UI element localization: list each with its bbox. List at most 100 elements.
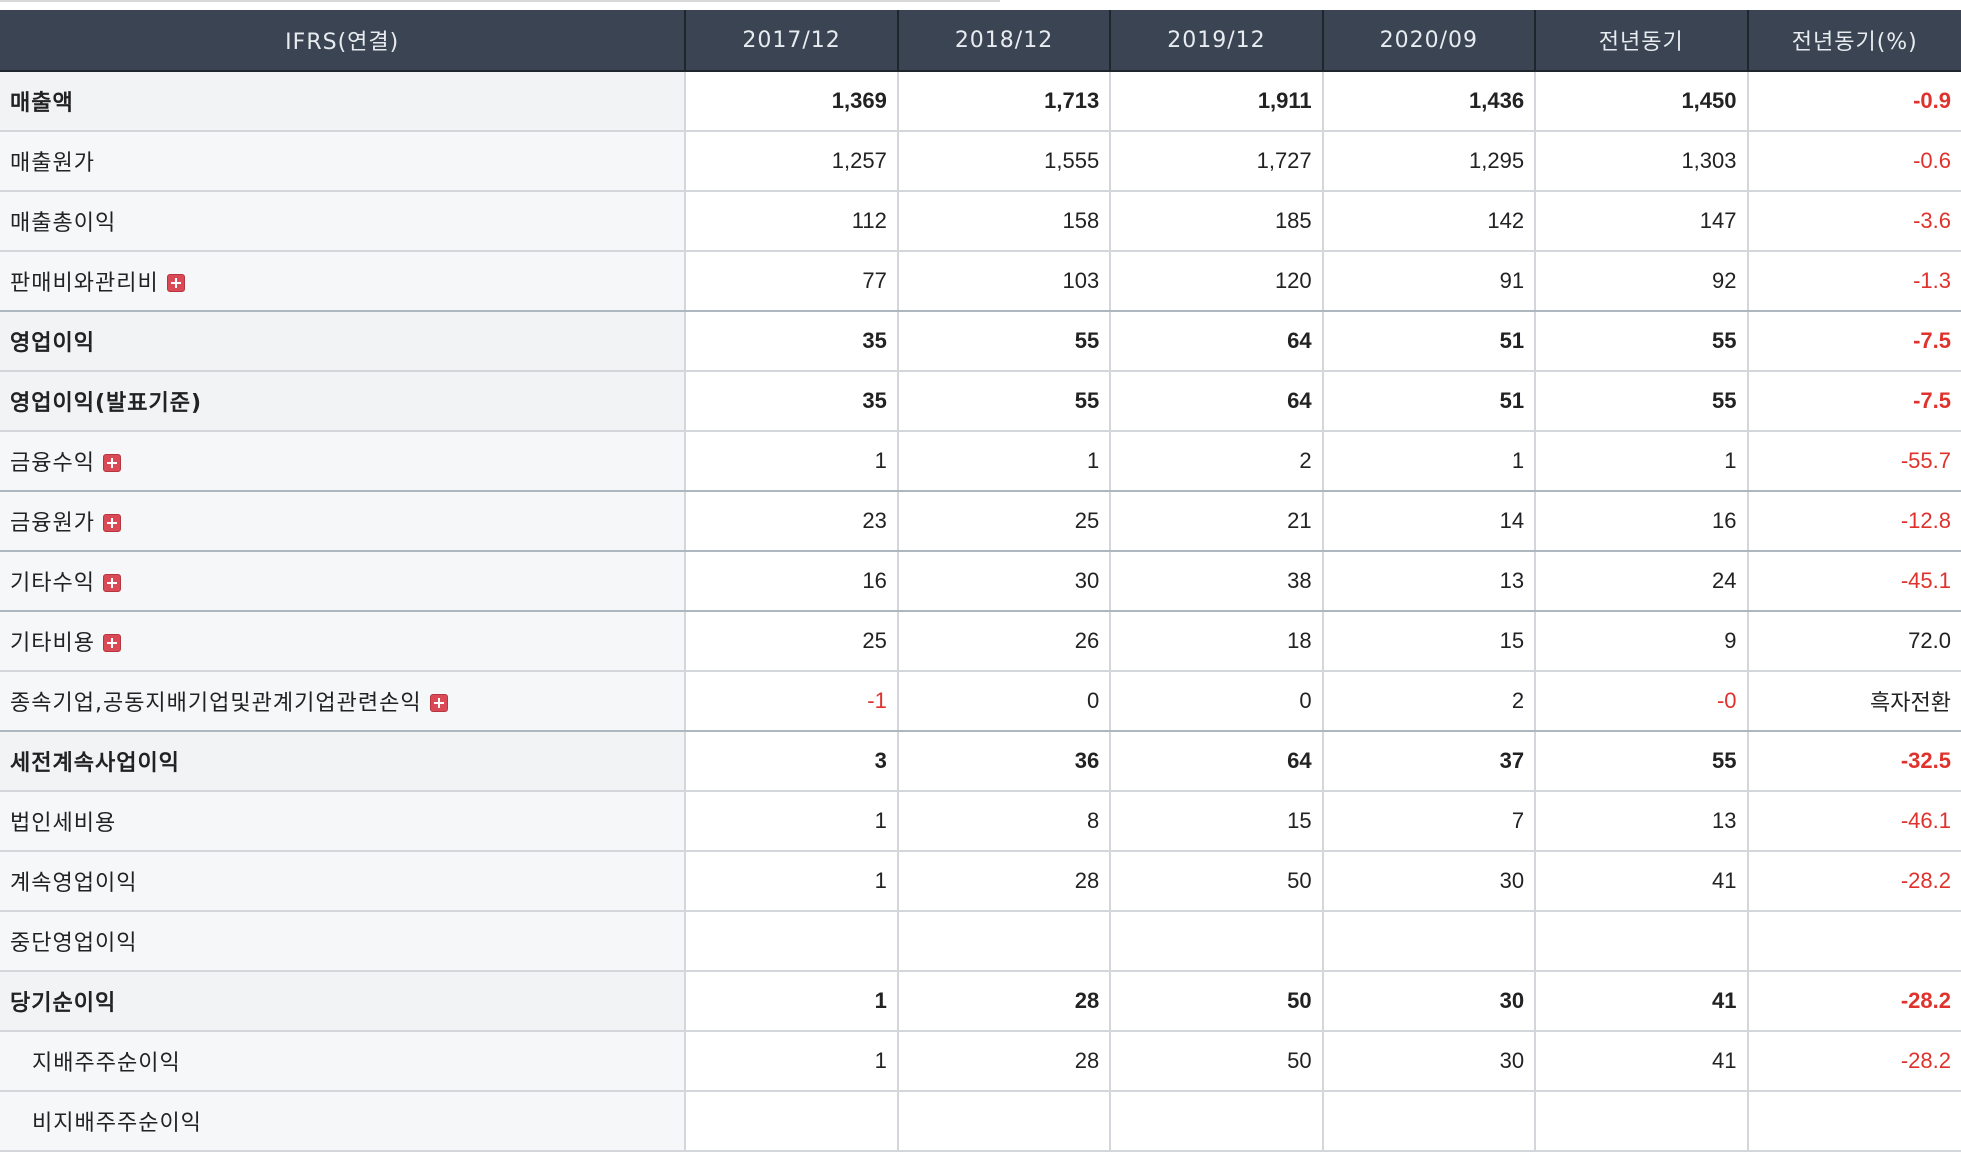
value-cell: 16: [1535, 491, 1747, 551]
header-yoy-percent: 전년동기(%): [1748, 10, 1961, 71]
value-cell: 142: [1323, 191, 1535, 251]
yoy-percent-cell: -28.2: [1748, 851, 1961, 911]
header-yoy: 전년동기: [1535, 10, 1747, 71]
row-label-cell: 계속영업이익: [0, 851, 685, 911]
value-cell: [1535, 911, 1747, 971]
value-cell: 1: [685, 851, 897, 911]
row-label-cell: 금융원가: [0, 491, 685, 551]
row-label-cell: 매출총이익: [0, 191, 685, 251]
value-cell: -1: [685, 671, 897, 731]
row-label-cell: 판매비와관리비: [0, 251, 685, 311]
value-cell: 1: [1535, 431, 1747, 491]
value-cell: [1323, 1091, 1535, 1151]
value-cell: 1,257: [685, 131, 897, 191]
expand-plus-icon[interactable]: [103, 574, 121, 592]
value-cell: 1: [685, 431, 897, 491]
header-row: IFRS(연결) 2017/12 2018/12 2019/12 2020/09…: [0, 10, 1961, 71]
row-label: 당기순이익: [10, 991, 116, 1016]
value-cell: 28: [898, 971, 1110, 1031]
value-cell: 24: [1535, 551, 1747, 611]
row-label-cell: 영업이익(발표기준): [0, 371, 685, 431]
value-cell: 25: [685, 611, 897, 671]
yoy-percent-cell: -28.2: [1748, 971, 1961, 1031]
yoy-percent-cell: [1748, 1091, 1961, 1151]
row-label-cell: 법인세비용: [0, 791, 685, 851]
value-cell: 36: [898, 731, 1110, 791]
value-cell: 103: [898, 251, 1110, 311]
value-cell: [1110, 911, 1322, 971]
value-cell: 1: [898, 431, 1110, 491]
value-cell: 1: [685, 791, 897, 851]
value-cell: 185: [1110, 191, 1322, 251]
value-cell: [685, 911, 897, 971]
row-label-cell: 매출원가: [0, 131, 685, 191]
expand-plus-icon[interactable]: [103, 634, 121, 652]
row-label-cell: 세전계속사업이익: [0, 731, 685, 791]
row-label: 지배주주순이익: [32, 1051, 181, 1076]
value-cell: [685, 1091, 897, 1151]
yoy-percent-cell: -3.6: [1748, 191, 1961, 251]
value-cell: 0: [898, 671, 1110, 731]
table-row: 비지배주주순이익: [0, 1091, 1961, 1151]
row-label: 매출원가: [10, 151, 95, 176]
value-cell: 158: [898, 191, 1110, 251]
value-cell: 55: [1535, 731, 1747, 791]
value-cell: [1110, 1091, 1322, 1151]
value-cell: 1,450: [1535, 71, 1747, 131]
value-cell: 50: [1110, 971, 1322, 1031]
header-period: 2019/12: [1110, 10, 1322, 71]
row-label: 매출액: [10, 91, 74, 116]
yoy-percent-cell: -7.5: [1748, 371, 1961, 431]
row-label-cell: 종속기업,공동지배기업및관계기업관련손익: [0, 671, 685, 731]
expand-plus-icon[interactable]: [103, 514, 121, 532]
row-label: 판매비와관리비: [10, 271, 159, 296]
yoy-percent-cell: -7.5: [1748, 311, 1961, 371]
value-cell: 1,911: [1110, 71, 1322, 131]
value-cell: 38: [1110, 551, 1322, 611]
top-divider: [0, 0, 1000, 2]
value-cell: 77: [685, 251, 897, 311]
expand-plus-icon[interactable]: [103, 454, 121, 472]
header-ifrs-label: IFRS(연결): [0, 10, 685, 71]
yoy-percent-cell: -0.6: [1748, 131, 1961, 191]
value-cell: 28: [898, 1031, 1110, 1091]
value-cell: 91: [1323, 251, 1535, 311]
value-cell: [898, 911, 1110, 971]
value-cell: 55: [898, 371, 1110, 431]
value-cell: 92: [1535, 251, 1747, 311]
row-label-cell: 매출액: [0, 71, 685, 131]
value-cell: 23: [685, 491, 897, 551]
value-cell: 50: [1110, 1031, 1322, 1091]
yoy-percent-cell: -45.1: [1748, 551, 1961, 611]
row-label: 법인세비용: [10, 811, 116, 836]
expand-plus-icon[interactable]: [167, 274, 185, 292]
value-cell: 35: [685, 311, 897, 371]
value-cell: 1,727: [1110, 131, 1322, 191]
expand-plus-icon[interactable]: [430, 694, 448, 712]
value-cell: 1,436: [1323, 71, 1535, 131]
row-label: 금융수익: [10, 451, 95, 476]
yoy-percent-cell: -32.5: [1748, 731, 1961, 791]
row-label: 영업이익(발표기준): [10, 391, 202, 416]
value-cell: 41: [1535, 1031, 1747, 1091]
value-cell: 64: [1110, 731, 1322, 791]
value-cell: 14: [1323, 491, 1535, 551]
value-cell: 50: [1110, 851, 1322, 911]
row-label: 금융원가: [10, 511, 95, 536]
income-statement-table: IFRS(연결) 2017/12 2018/12 2019/12 2020/09…: [0, 10, 1961, 1152]
value-cell: 13: [1323, 551, 1535, 611]
value-cell: 15: [1110, 791, 1322, 851]
value-cell: 1: [685, 971, 897, 1031]
row-label-cell: 영업이익: [0, 311, 685, 371]
value-cell: 55: [1535, 311, 1747, 371]
